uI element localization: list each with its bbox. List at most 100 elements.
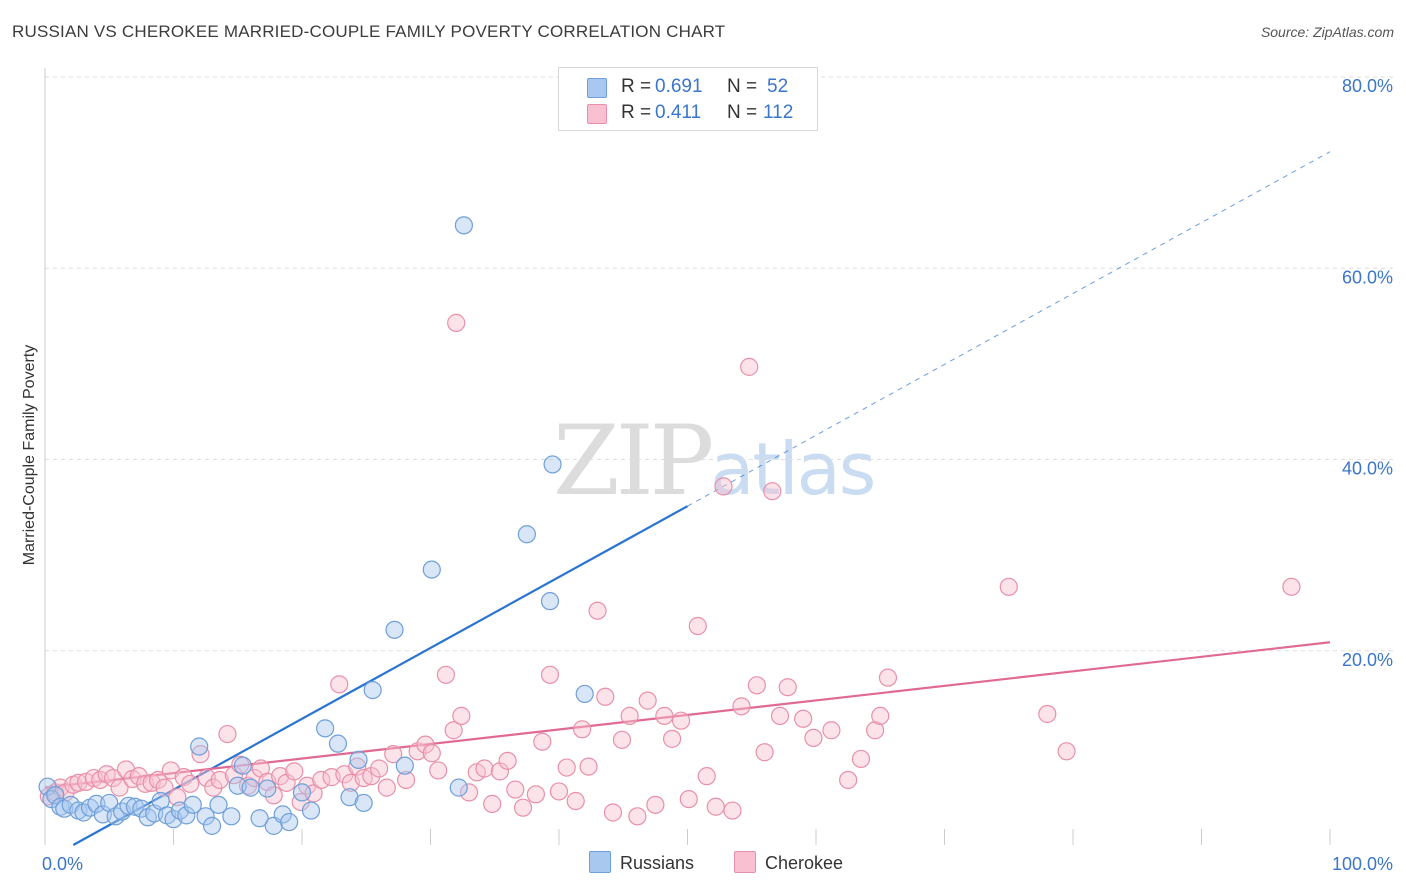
- data-point-cherokee: [447, 313, 466, 332]
- data-point-cherokee: [596, 687, 615, 706]
- data-point-cherokee: [579, 757, 598, 776]
- data-point-cherokee: [763, 482, 782, 501]
- grid-lines: [45, 76, 1395, 652]
- data-point-cherokee: [747, 676, 766, 695]
- data-point-cherokee: [588, 601, 607, 620]
- data-point-cherokee: [770, 706, 790, 726]
- data-point-cherokee: [436, 665, 456, 684]
- data-point-cherokee: [706, 797, 725, 816]
- data-point-cherokee: [377, 778, 396, 797]
- watermark-atlas: atlas: [710, 427, 876, 511]
- data-point-russians: [385, 620, 404, 639]
- data-point-russians: [354, 793, 373, 813]
- data-point-cherokee: [573, 720, 592, 739]
- y-tick-label: 60.0%: [1342, 267, 1393, 287]
- data-point-cherokee: [370, 759, 389, 778]
- data-point-cherokee: [452, 706, 471, 726]
- bottom-legend-swatch-russians: [589, 851, 611, 873]
- x-tick-label: 0.0%: [42, 854, 83, 874]
- data-point-russians: [540, 592, 560, 611]
- data-point-russians: [395, 756, 414, 775]
- data-point-cherokee: [688, 616, 707, 636]
- y-tick-label: 20.0%: [1342, 650, 1393, 670]
- data-point-cherokee: [348, 757, 367, 776]
- trend-line-russians-extrapolated: [687, 151, 1331, 507]
- legend-r-label: R =: [621, 102, 652, 123]
- data-point-russians: [190, 737, 209, 756]
- data-point-cherokee: [422, 744, 441, 763]
- data-point-cherokee: [999, 577, 1018, 596]
- data-point-russians: [125, 797, 145, 816]
- data-point-cherokee: [104, 768, 123, 788]
- data-point-cherokee: [271, 767, 290, 786]
- data-point-cherokee: [638, 691, 657, 710]
- correlation-legend: R = 0.691 N = 52 R = 0.411 N = 112: [558, 67, 818, 131]
- legend-swatch-russians: [587, 78, 607, 98]
- data-point-cherokee: [483, 794, 502, 813]
- data-point-cherokee: [778, 678, 797, 697]
- data-point-cherokee: [429, 761, 448, 780]
- data-point-russians: [241, 778, 260, 797]
- bottom-legend-label: Cherokee: [765, 853, 844, 873]
- data-point-russians: [233, 756, 252, 775]
- data-points: [38, 216, 1301, 835]
- data-point-russians: [422, 560, 441, 579]
- data-point-russians: [349, 750, 368, 769]
- bottom-legend-label: Russians: [620, 853, 695, 873]
- legend-n-value: 52: [767, 76, 789, 97]
- data-point-russians: [363, 680, 382, 700]
- data-point-cherokee: [1282, 577, 1301, 596]
- legend-n-label: N =: [727, 102, 758, 123]
- data-point-cherokee: [671, 711, 691, 730]
- y-tick-label: 80.0%: [1342, 76, 1393, 96]
- data-point-russians: [575, 684, 594, 704]
- data-point-russians: [454, 216, 474, 235]
- data-point-cherokee: [218, 724, 237, 744]
- data-point-cherokee: [191, 745, 210, 764]
- data-point-cherokee: [646, 795, 665, 814]
- data-point-cherokee: [603, 803, 623, 822]
- data-point-cherokee: [264, 786, 283, 805]
- data-point-cherokee: [110, 778, 129, 797]
- data-point-cherokee: [155, 778, 174, 797]
- data-point-cherokee: [804, 728, 823, 748]
- data-point-cherokee: [714, 477, 733, 496]
- tick-labels: 20.0% 40.0% 60.0% 80.0% 0.0% 100.0%: [42, 76, 1393, 874]
- data-point-cherokee: [526, 785, 545, 804]
- data-point-cherokee: [755, 743, 774, 762]
- data-point-russians: [292, 783, 312, 802]
- data-point-cherokee: [662, 729, 682, 748]
- data-point-cherokee: [839, 770, 858, 790]
- data-point-cherokee: [475, 759, 494, 778]
- data-point-cherokee: [174, 768, 193, 787]
- data-point-russians: [196, 807, 215, 826]
- data-point-cherokee: [506, 780, 525, 799]
- data-point-russians: [316, 719, 335, 738]
- data-point-russians: [258, 779, 277, 798]
- data-point-cherokee: [540, 665, 560, 684]
- data-point-cherokee: [822, 721, 841, 740]
- legend-r-value: 0.411: [655, 102, 702, 123]
- data-point-cherokee: [384, 745, 403, 764]
- data-point-cherokee: [557, 758, 576, 777]
- data-point-cherokee: [513, 798, 533, 817]
- data-point-cherokee: [181, 774, 200, 793]
- data-point-russians: [301, 801, 321, 820]
- data-point-russians: [222, 807, 241, 826]
- data-point-russians: [177, 806, 196, 825]
- data-point-russians: [280, 812, 299, 832]
- data-point-cherokee: [566, 791, 585, 811]
- data-point-cherokee: [620, 706, 639, 726]
- data-point-russians: [202, 816, 222, 835]
- data-point-cherokee: [732, 697, 751, 716]
- data-point-cherokee: [1057, 742, 1076, 761]
- watermark: ZIPatlas: [553, 405, 876, 517]
- trend-lines: [44, 151, 1331, 846]
- watermark-zip: ZIP: [553, 405, 714, 517]
- bottom-legend-russians: Russians: [589, 851, 694, 874]
- data-point-russians: [209, 795, 228, 814]
- data-point-cherokee: [459, 783, 479, 802]
- data-point-cherokee: [871, 706, 890, 726]
- data-point-russians: [250, 809, 269, 828]
